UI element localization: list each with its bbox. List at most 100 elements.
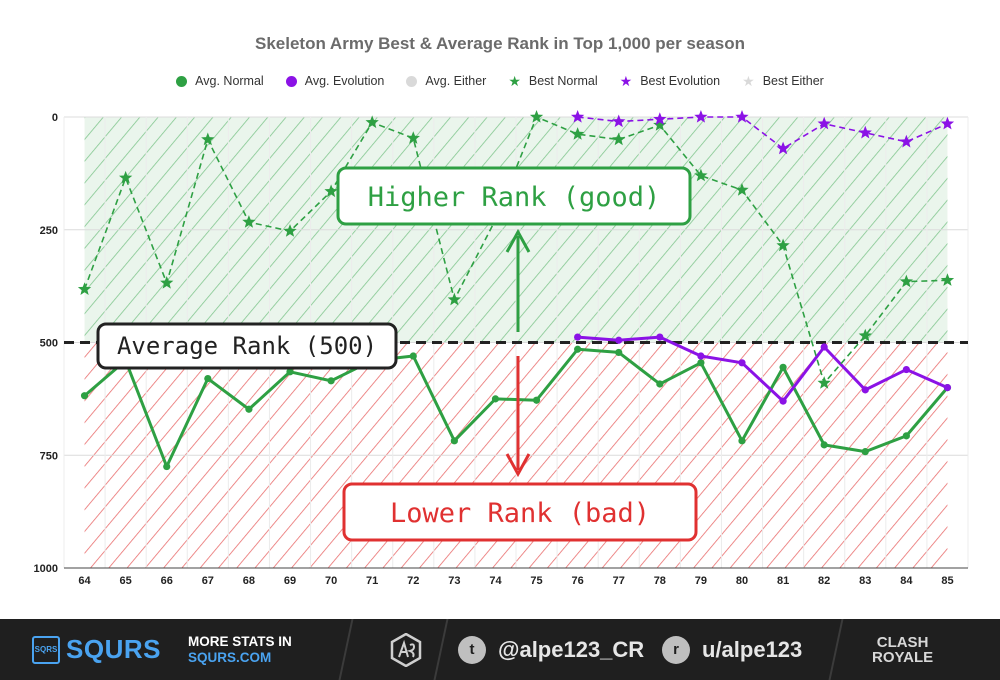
lower-rank-label: Lower Rank (bad) [390,498,650,529]
legend-label: Best Evolution [640,74,721,88]
x-tick-label: 68 [243,575,255,587]
star-point-best-normal [447,292,462,306]
point-avg-evolution [779,397,787,405]
divider [828,619,844,680]
up-arrow-head [505,228,531,253]
twitter-link[interactable]: t @alpe123_CR [458,619,644,680]
star-point-best-normal [283,224,297,237]
clash-royale-logo-icon: CLASH ROYALE [872,635,933,665]
game-logo-line1: CLASH [876,633,929,651]
star-point-best-normal [406,131,420,144]
lower-rank-box [342,482,698,542]
as-logo [390,619,422,680]
divider [338,619,354,680]
more-stats-url: SQURS.COM [188,649,272,665]
twitter-icon: t [458,635,486,664]
legend-star-marker: ★ [742,72,755,89]
point-avg-normal [409,352,417,360]
x-tick-label: 76 [572,575,584,587]
more-stats-link[interactable]: MORE STATS IN SQURS.COM [188,619,292,680]
star-point-best-evolution [653,112,667,125]
sqrs-logo-icon: SQRS [32,635,60,664]
reddit-icon: r [662,635,690,664]
point-avg-normal [286,368,294,376]
x-tick-label: 71 [366,575,378,587]
x-tick-label: 77 [613,575,625,587]
x-tick-label: 82 [818,575,830,587]
point-avg-evolution [820,343,828,351]
y-tick-label: 750 [40,450,58,462]
point-avg-normal [656,380,664,388]
legend-star-marker: ★ [619,72,633,89]
y-tick-label: 0 [52,112,58,124]
point-avg-evolution [861,386,869,394]
star-point-best-normal [940,273,955,286]
star-point-best-normal [612,132,626,146]
legend-item-best-evolution[interactable]: ★ Best Evolution [619,72,721,89]
x-tick-label: 78 [654,575,666,587]
point-avg-normal [861,448,869,456]
point-avg-evolution [656,333,664,341]
x-tick-label: 80 [736,575,748,587]
point-avg-evolution [902,365,910,374]
star-point-best-normal [118,170,133,184]
point-avg-normal [450,437,458,445]
point-avg-normal [204,374,212,383]
legend-label: Avg. Either [425,74,487,88]
legend-item-avg-either[interactable]: Avg. Either [406,74,486,88]
star-point-best-normal [242,215,256,228]
x-tick-label: 69 [284,575,296,587]
x-tick-label: 83 [859,575,871,587]
legend: Avg. Normal Avg. Evolution Avg. Either ★… [0,74,1000,88]
y-tick-label: 250 [40,225,58,237]
star-point-best-normal [201,132,215,146]
legend-star-marker: ★ [508,72,521,89]
legend-label: Best Normal [528,74,598,88]
star-point-best-evolution [940,116,955,130]
star-point-best-evolution [776,141,790,155]
more-stats-line1: MORE STATS IN [188,633,292,649]
star-point-best-normal [899,274,914,288]
down-arrow-head [505,453,531,478]
legend-marker [406,75,418,87]
higher-rank-label: Higher Rank (good) [368,182,661,213]
legend-label: Best Either [762,74,824,88]
divider [433,619,449,680]
reddit-link[interactable]: r u/alpe123 [662,619,802,680]
star-point-best-normal [160,275,174,289]
average-rank-box [96,322,398,370]
series-line-avg-evolution [577,335,949,403]
x-tick-label: 64 [78,575,91,587]
higher-rank-box [336,166,692,226]
star-point-best-normal [324,184,338,198]
star-point-best-normal [77,282,92,295]
legend-item-avg-evolution[interactable]: Avg. Evolution [285,74,384,88]
star-point-best-normal [817,376,831,389]
x-tick-label: 81 [777,575,789,587]
x-tick-label: 74 [489,575,502,587]
point-avg-evolution [738,359,746,367]
x-tick-label: 84 [900,575,913,587]
star-point-best-normal [365,115,379,129]
star-point-best-evolution [858,125,872,139]
legend-label: Avg. Normal [195,74,264,88]
star-point-best-normal [858,328,872,342]
clash-royale-logo: CLASH ROYALE [872,619,933,680]
point-avg-normal [532,396,541,404]
footer-bar: SQRS SQURS MORE STATS IN SQURS.COM t @al… [0,619,1000,680]
game-logo-line2: ROYALE [872,648,934,666]
legend-item-best-normal[interactable]: ★ Best Normal [508,72,598,89]
point-avg-normal [902,432,910,440]
x-tick-label: 70 [325,575,337,587]
star-point-best-evolution [899,134,914,148]
average-rank-label: Average Rank (500) [117,332,377,360]
x-tick-label: 67 [202,575,214,587]
x-tick-label: 79 [695,575,707,587]
star-point-best-evolution [612,114,626,128]
legend-marker [285,75,297,87]
squrs-brand[interactable]: SQRS SQURS [32,619,161,680]
legend-item-avg-normal[interactable]: Avg. Normal [176,74,264,88]
series-line-avg-normal [83,347,949,469]
point-avg-normal [697,359,705,367]
legend-item-best-either[interactable]: ★ Best Either [742,72,824,89]
